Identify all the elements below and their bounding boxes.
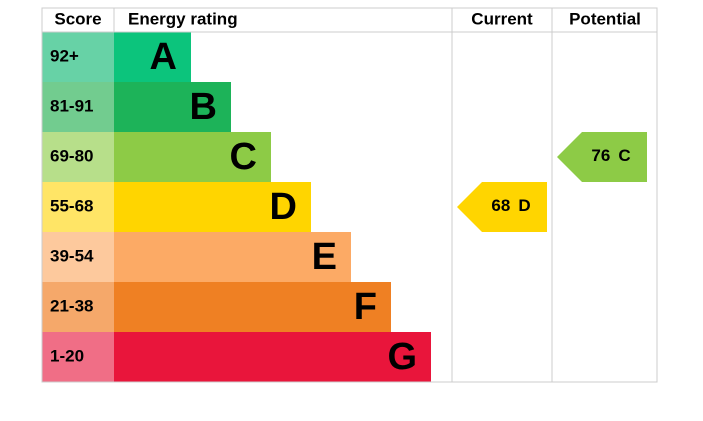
score-label: 92+ — [50, 46, 79, 65]
score-cell — [42, 132, 114, 182]
rating-letter: B — [190, 86, 217, 128]
score-cell — [42, 232, 114, 282]
rating-bar — [114, 32, 191, 82]
score-label: 69-80 — [50, 146, 93, 165]
rating-bar — [114, 232, 351, 282]
current-label: 68 D — [491, 196, 530, 215]
potential-label: 76 C — [591, 146, 630, 165]
current-rating: D — [518, 196, 530, 215]
current-value: 68 — [491, 196, 510, 215]
rating-letter: F — [354, 286, 377, 328]
score-cell — [42, 32, 114, 82]
rating-bar — [114, 132, 271, 182]
header-potential: Potential — [569, 9, 641, 28]
score-label: 81-91 — [50, 96, 93, 115]
rating-letter: E — [312, 236, 337, 278]
score-label: 55-68 — [50, 196, 93, 215]
potential-rating: C — [618, 146, 630, 165]
score-cell — [42, 282, 114, 332]
header-score: Score — [54, 9, 101, 28]
rating-letter: D — [270, 186, 297, 228]
score-cell — [42, 82, 114, 132]
score-label: 21-38 — [50, 296, 93, 315]
rating-bar — [114, 282, 391, 332]
rating-letter: G — [387, 336, 417, 378]
score-label: 1-20 — [50, 346, 84, 365]
table-border — [41, 7, 658, 383]
rating-letter: A — [150, 36, 177, 78]
score-cell — [42, 332, 114, 382]
header-current: Current — [471, 9, 533, 28]
potential-arrow — [557, 132, 647, 182]
rating-bar — [114, 182, 311, 232]
table-grid — [41, 7, 658, 383]
potential-value: 76 — [591, 146, 610, 165]
rating-letter: C — [230, 136, 257, 178]
current-arrow — [457, 182, 547, 232]
rating-bar — [114, 82, 231, 132]
rating-bar — [114, 332, 431, 382]
score-cell — [42, 182, 114, 232]
header-rating: Energy rating — [128, 9, 238, 28]
score-label: 39-54 — [50, 246, 94, 265]
